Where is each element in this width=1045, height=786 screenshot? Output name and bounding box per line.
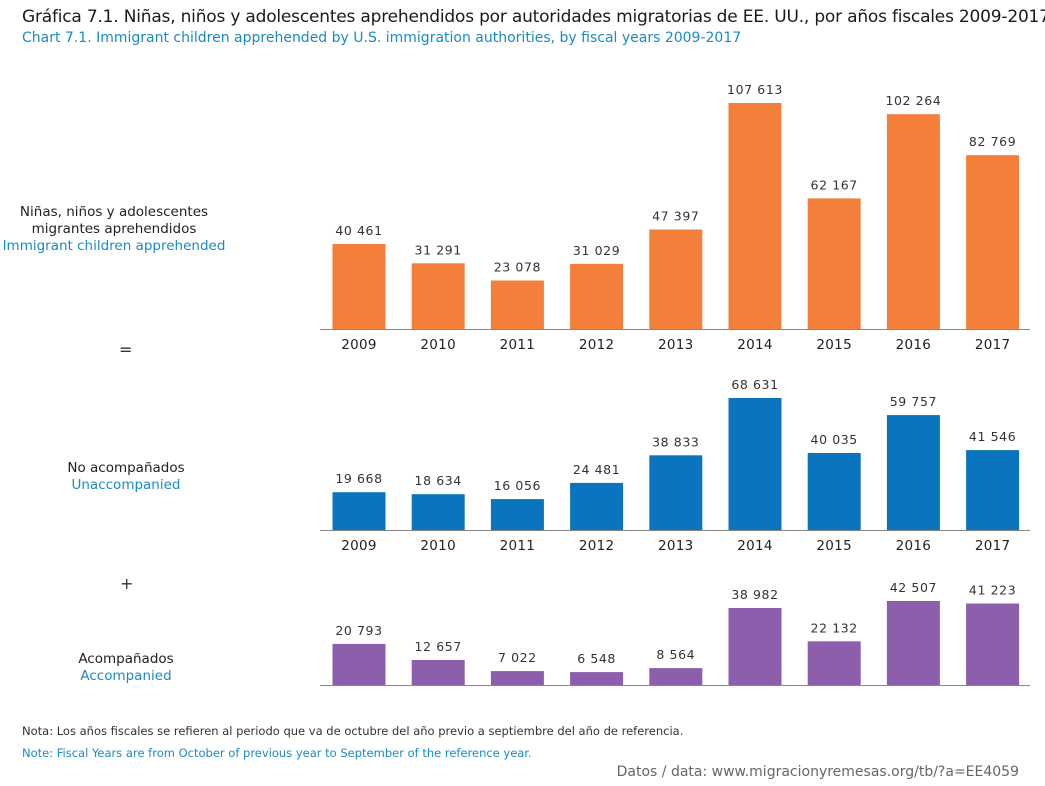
- value-label-total-2010: 31 291: [415, 242, 462, 257]
- bar-unaccompanied-2014: [728, 398, 782, 530]
- bar-unaccompanied-2013: [649, 455, 703, 530]
- row-label-unaccompanied: No acompañados Unaccompanied: [0, 460, 252, 494]
- row-label-total-en: Immigrant children apprehended: [2, 238, 226, 254]
- tick-label-unaccompanied-2012: 2012: [579, 538, 615, 554]
- value-label-unaccompanied-2015: 40 035: [811, 432, 858, 447]
- bar-accompanied-2013: [649, 668, 703, 685]
- tick-label-unaccompanied-2017: 2017: [975, 538, 1011, 554]
- tick-label-unaccompanied-2009: 2009: [341, 538, 377, 554]
- value-label-total-2009: 40 461: [335, 223, 382, 238]
- tick-label-unaccompanied-2014: 2014: [737, 538, 773, 554]
- value-label-total-2016: 102 264: [885, 93, 941, 108]
- value-label-total-2014: 107 613: [727, 82, 783, 97]
- bar-accompanied-2010: [411, 660, 465, 685]
- value-label-unaccompanied-2011: 16 056: [494, 478, 541, 493]
- bar-accompanied-2016: [886, 601, 940, 685]
- row-label-unaccompanied-en: Unaccompanied: [71, 477, 181, 493]
- tick-label-unaccompanied-2010: 2010: [420, 538, 456, 554]
- tick-label-total-2015: 2015: [816, 337, 852, 353]
- row-label-unaccompanied-es: No acompañados: [67, 460, 185, 476]
- tick-label-unaccompanied-2013: 2013: [658, 538, 694, 554]
- bar-total-2014: [728, 103, 782, 329]
- bar-total-2009: [332, 244, 386, 329]
- bar-total-2011: [490, 280, 544, 329]
- value-label-unaccompanied-2016: 59 757: [890, 394, 937, 409]
- value-label-accompanied-2011: 7 022: [498, 650, 537, 665]
- value-label-total-2017: 82 769: [969, 134, 1016, 149]
- bar-total-2013: [649, 229, 703, 329]
- value-label-accompanied-2009: 20 793: [335, 623, 382, 638]
- tick-label-unaccompanied-2015: 2015: [816, 538, 852, 554]
- value-label-accompanied-2015: 22 132: [811, 620, 858, 635]
- bar-accompanied-2015: [807, 641, 861, 685]
- data-source: Datos / data: www.migracionyremesas.org/…: [616, 764, 1019, 780]
- chart-title-es: Gráfica 7.1. Niñas, niños y adolescentes…: [22, 7, 1045, 27]
- bar-unaccompanied-2017: [966, 450, 1020, 530]
- equals-operator: =: [119, 340, 133, 359]
- value-label-unaccompanied-2009: 19 668: [335, 471, 382, 486]
- value-label-total-2012: 31 029: [573, 243, 620, 258]
- value-label-total-2013: 47 397: [652, 209, 699, 224]
- value-label-unaccompanied-2010: 18 634: [415, 473, 462, 488]
- tick-label-total-2010: 2010: [420, 337, 456, 353]
- row-label-accompanied: Acompañados Accompanied: [0, 651, 252, 685]
- row-label-accompanied-es: Acompañados: [78, 651, 174, 667]
- value-label-total-2015: 62 167: [811, 177, 858, 192]
- plus-operator: +: [120, 574, 134, 593]
- value-label-total-2011: 23 078: [494, 260, 541, 275]
- bar-total-2016: [886, 114, 940, 329]
- value-label-accompanied-2017: 41 223: [969, 583, 1016, 598]
- tick-label-total-2009: 2009: [341, 337, 377, 353]
- value-label-unaccompanied-2014: 68 631: [731, 377, 778, 392]
- bar-accompanied-2011: [490, 671, 544, 685]
- row-label-accompanied-en: Accompanied: [80, 668, 172, 684]
- value-label-accompanied-2013: 8 564: [656, 647, 695, 662]
- tick-label-total-2016: 2016: [896, 337, 932, 353]
- bar-accompanied-2017: [966, 603, 1020, 685]
- tick-label-unaccompanied-2016: 2016: [896, 538, 932, 554]
- tick-label-total-2011: 2011: [500, 337, 536, 353]
- note-es: Nota: Los años fiscales se refieren al p…: [22, 724, 684, 738]
- bar-unaccompanied-2011: [490, 499, 544, 530]
- chart-title-en: Chart 7.1. Immigrant children apprehende…: [22, 30, 742, 46]
- value-label-accompanied-2010: 12 657: [415, 639, 462, 654]
- tick-label-total-2013: 2013: [658, 337, 694, 353]
- bar-unaccompanied-2010: [411, 494, 465, 530]
- value-label-accompanied-2012: 6 548: [577, 651, 616, 666]
- bar-total-2017: [966, 155, 1020, 329]
- row-label-total: Niñas, niños y adolescentes migrantes ap…: [0, 204, 228, 255]
- value-label-accompanied-2014: 38 982: [731, 587, 778, 602]
- bar-unaccompanied-2015: [807, 453, 861, 530]
- bar-unaccompanied-2009: [332, 492, 386, 530]
- bar-unaccompanied-2012: [570, 482, 624, 530]
- bar-total-2012: [570, 263, 624, 329]
- value-label-unaccompanied-2013: 38 833: [652, 434, 699, 449]
- bar-unaccompanied-2016: [886, 415, 940, 530]
- value-label-unaccompanied-2017: 41 546: [969, 429, 1016, 444]
- bar-accompanied-2009: [332, 643, 386, 685]
- note-en: Note: Fiscal Years are from October of p…: [22, 746, 532, 760]
- value-label-unaccompanied-2012: 24 481: [573, 462, 620, 477]
- bar-total-2010: [411, 263, 465, 329]
- row-label-total-es: Niñas, niños y adolescentes migrantes ap…: [19, 204, 209, 237]
- bar-total-2015: [807, 198, 861, 329]
- bar-accompanied-2014: [728, 608, 782, 685]
- tick-label-unaccompanied-2011: 2011: [500, 538, 536, 554]
- value-label-accompanied-2016: 42 507: [890, 580, 937, 595]
- tick-label-total-2012: 2012: [579, 337, 615, 353]
- tick-label-total-2017: 2017: [975, 337, 1011, 353]
- tick-label-total-2014: 2014: [737, 337, 773, 353]
- bar-accompanied-2012: [570, 672, 624, 685]
